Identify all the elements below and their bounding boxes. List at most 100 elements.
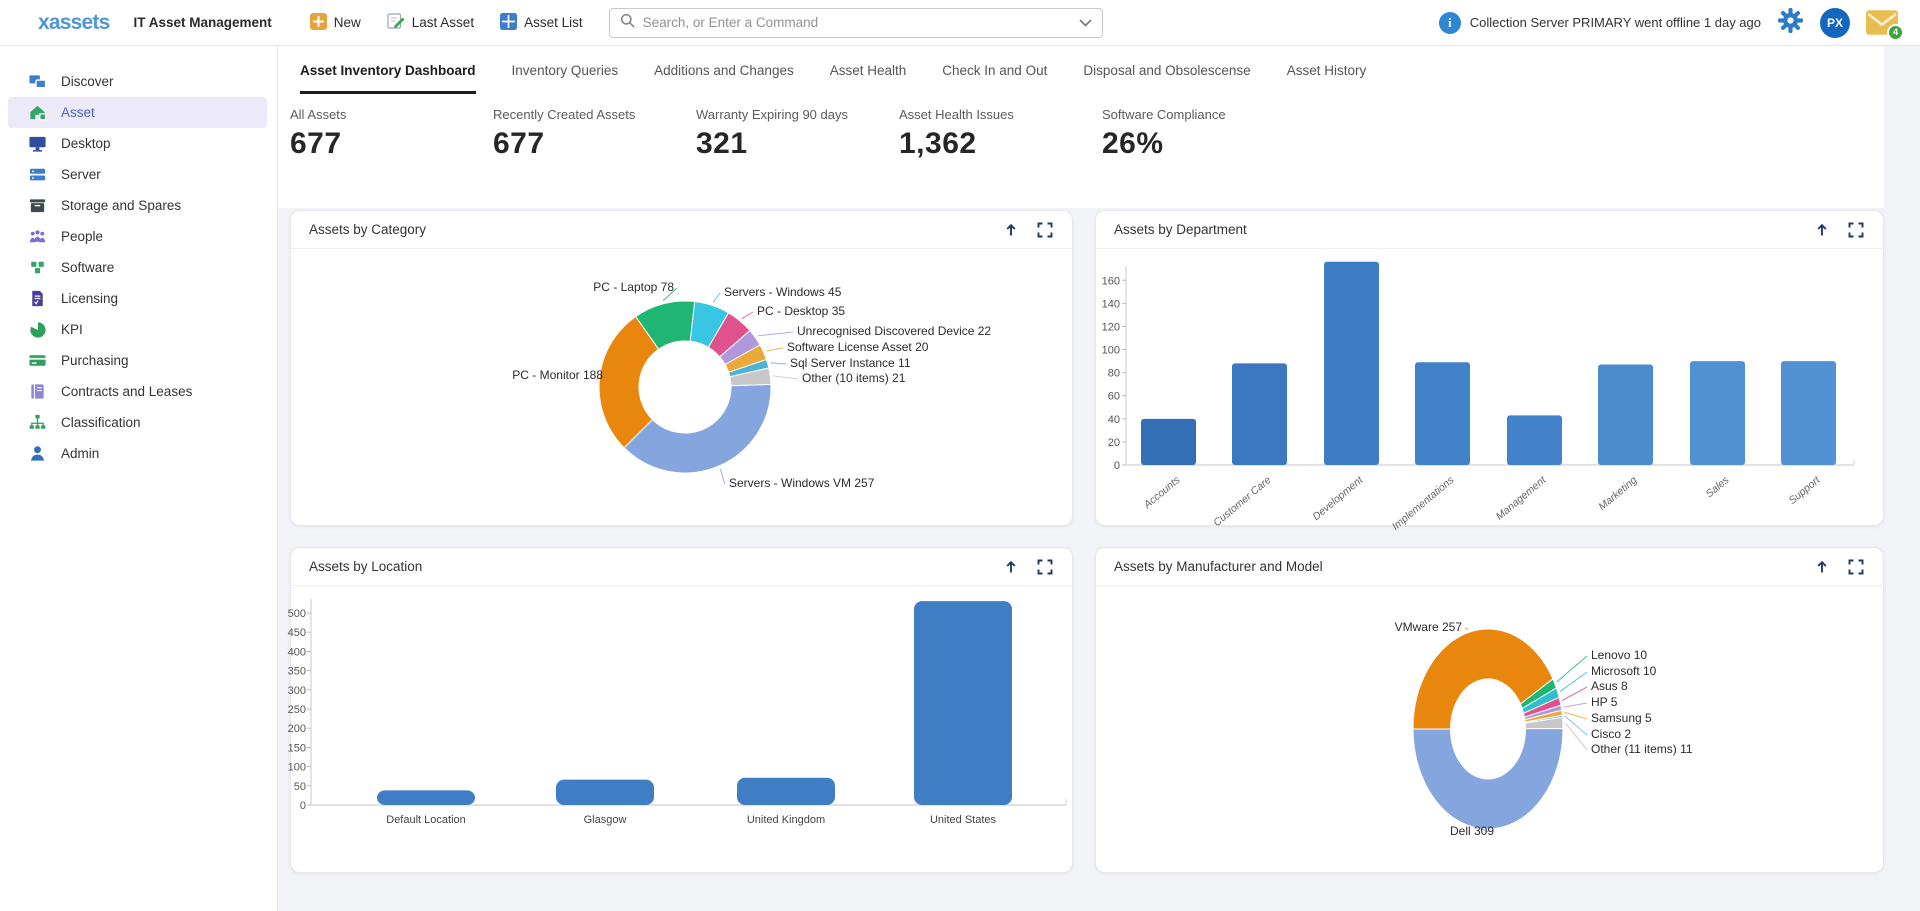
sidebar-item-kpi[interactable]: KPI (0, 314, 277, 345)
app-title: IT Asset Management (133, 15, 272, 30)
arrow-up-icon[interactable] (1002, 558, 1020, 576)
tab-check-in-and-out[interactable]: Check In and Out (942, 62, 1048, 78)
dashboard-tabs: Asset Inventory Dashboard Inventory Quer… (278, 46, 1884, 94)
svg-text:140: 140 (1102, 298, 1120, 310)
fullscreen-icon[interactable] (1847, 558, 1865, 576)
sidebar-item-label: Asset (61, 105, 95, 120)
asset-list-button[interactable]: Asset List (500, 12, 583, 33)
card-header: Assets by Category (291, 211, 1072, 249)
card-assets-by-department: Assets by Department 0 20 40 60 80 100 120 140 1… (1095, 210, 1885, 533)
card-header: Assets by Manufacturer and Model (1096, 548, 1883, 586)
unread-count-badge: 4 (1887, 23, 1904, 41)
tab-additions-and-changes[interactable]: Additions and Changes (654, 62, 794, 78)
search-input[interactable] (642, 15, 1071, 30)
category-donut-chart[interactable]: PC - Laptop 78 Servers - Windows 45 PC - D… (291, 249, 1074, 527)
settings-gear-icon[interactable] (1777, 7, 1804, 39)
xassets-logo: xassets (38, 10, 110, 34)
fullscreen-icon[interactable] (1036, 558, 1054, 576)
asset-list-button-label: Asset List (524, 15, 583, 30)
card-assets-by-category: Assets by Category PC - Laptop 78 Servers… (290, 210, 1073, 526)
svg-text:Accounts: Accounts (1141, 474, 1183, 512)
svg-text:Sales: Sales (1704, 474, 1732, 501)
arrow-up-icon[interactable] (1002, 221, 1020, 239)
svg-text:Microsoft 10: Microsoft 10 (1591, 664, 1657, 678)
main-content: Asset Inventory Dashboard Inventory Quer… (278, 46, 1920, 911)
svg-text:Software License Asset 20: Software License Asset 20 (787, 340, 929, 354)
person-icon (28, 444, 47, 463)
sidebar-item-purchasing[interactable]: Purchasing (0, 345, 277, 376)
svg-text:0: 0 (1114, 460, 1120, 472)
card-title: Assets by Manufacturer and Model (1114, 559, 1323, 574)
svg-text:Servers - Windows 45: Servers - Windows 45 (724, 285, 842, 299)
svg-text:Lenovo 10: Lenovo 10 (1591, 648, 1647, 662)
header-actions: New Last Asset Asset List (309, 12, 583, 33)
new-button[interactable]: New (309, 12, 361, 33)
sidebar-item-admin[interactable]: Admin (0, 438, 277, 469)
svg-text:Support: Support (1787, 473, 1824, 507)
svg-text:100: 100 (1102, 345, 1120, 357)
svg-text:100: 100 (288, 762, 306, 774)
svg-text:120: 120 (1102, 321, 1120, 333)
fullscreen-icon[interactable] (1036, 221, 1054, 239)
sidebar-item-label: People (61, 229, 104, 244)
chevron-down-icon[interactable] (1079, 14, 1092, 32)
svg-text:Servers - Windows VM 257: Servers - Windows VM 257 (729, 476, 875, 490)
svg-text:PC - Desktop 35: PC - Desktop 35 (757, 304, 845, 318)
sidebar-item-contracts-and-leases[interactable]: Contracts and Leases (0, 376, 277, 407)
sidebar-item-label: Contracts and Leases (61, 384, 193, 399)
sidebar-item-label: KPI (61, 322, 83, 337)
department-bar-chart[interactable]: 0 20 40 60 80 100 120 140 160 Accounts Customer Ca… (1096, 249, 1885, 533)
last-asset-button[interactable]: Last Asset (387, 12, 474, 33)
sidebar-item-classification[interactable]: Classification (0, 407, 277, 438)
card-icon (28, 351, 47, 370)
arrow-up-icon[interactable] (1813, 558, 1831, 576)
stat-label: Warranty Expiring 90 days (696, 107, 848, 122)
svg-text:200: 200 (288, 723, 306, 735)
stat-value: 677 (493, 127, 545, 160)
stat-value: 321 (696, 127, 748, 160)
cubes-icon (28, 258, 47, 277)
command-search (608, 7, 1103, 38)
tab-asset-health[interactable]: Asset Health (829, 62, 907, 78)
devices-icon (28, 72, 47, 91)
svg-text:160: 160 (1102, 275, 1120, 287)
sidebar-item-software[interactable]: Software (0, 252, 277, 283)
sidebar-item-desktop[interactable]: Desktop (0, 128, 277, 159)
plus-icon (309, 12, 327, 33)
card-title: Assets by Category (309, 222, 427, 237)
stat-warranty-expiring: Warranty Expiring 90 days 321 (696, 107, 899, 161)
notification-text: Collection Server PRIMARY went offline 1… (1469, 15, 1761, 30)
svg-text:Other (11 items) 11: Other (11 items) 11 (1591, 742, 1693, 756)
card-header: Assets by Department (1096, 211, 1883, 249)
sidebar-item-people[interactable]: People (0, 221, 277, 252)
sidebar-item-label: Software (61, 260, 115, 275)
sidebar-item-server[interactable]: Server (0, 159, 277, 190)
sidebar-item-storage-and-spares[interactable]: Storage and Spares (0, 190, 277, 221)
sidebar-item-label: Classification (61, 415, 141, 430)
sidebar-item-asset[interactable]: Asset (8, 97, 267, 128)
home-icon (28, 103, 47, 122)
sidebar-item-label: Admin (61, 446, 100, 461)
arrow-up-icon[interactable] (1813, 221, 1831, 239)
svg-text:Cisco 2: Cisco 2 (1591, 727, 1631, 741)
svg-text:300: 300 (288, 685, 306, 697)
server-status-notification: i Collection Server PRIMARY went offline… (1438, 11, 1761, 34)
user-avatar[interactable]: PX (1820, 7, 1850, 38)
tab-inventory-queries[interactable]: Inventory Queries (511, 62, 619, 78)
messages-button[interactable]: 4 (1866, 9, 1904, 41)
sidebar-item-label: Server (61, 167, 101, 182)
tab-asset-history[interactable]: Asset History (1286, 62, 1367, 78)
card-assets-by-manufacturer: Assets by Manufacturer and Model VMware … (1095, 547, 1884, 873)
grid-icon (500, 12, 518, 33)
tab-disposal-and-obsolescense[interactable]: Disposal and Obsolescense (1083, 62, 1251, 78)
tab-asset-inventory-dashboard[interactable]: Asset Inventory Dashboard (300, 46, 476, 94)
svg-text:Sql Server Instance 11: Sql Server Instance 11 (790, 356, 911, 370)
svg-text:500: 500 (288, 608, 306, 620)
fullscreen-icon[interactable] (1847, 221, 1865, 239)
sidebar-item-licensing[interactable]: Licensing (0, 283, 277, 314)
svg-text:PC - Monitor 188: PC - Monitor 188 (512, 368, 603, 382)
location-bar-chart[interactable]: 0 50 100 150 200 250 300 350 400 450 500 Default Lo… (288, 586, 1074, 874)
svg-text:United States: United States (930, 814, 997, 826)
sidebar-item-discover[interactable]: Discover (0, 66, 277, 97)
